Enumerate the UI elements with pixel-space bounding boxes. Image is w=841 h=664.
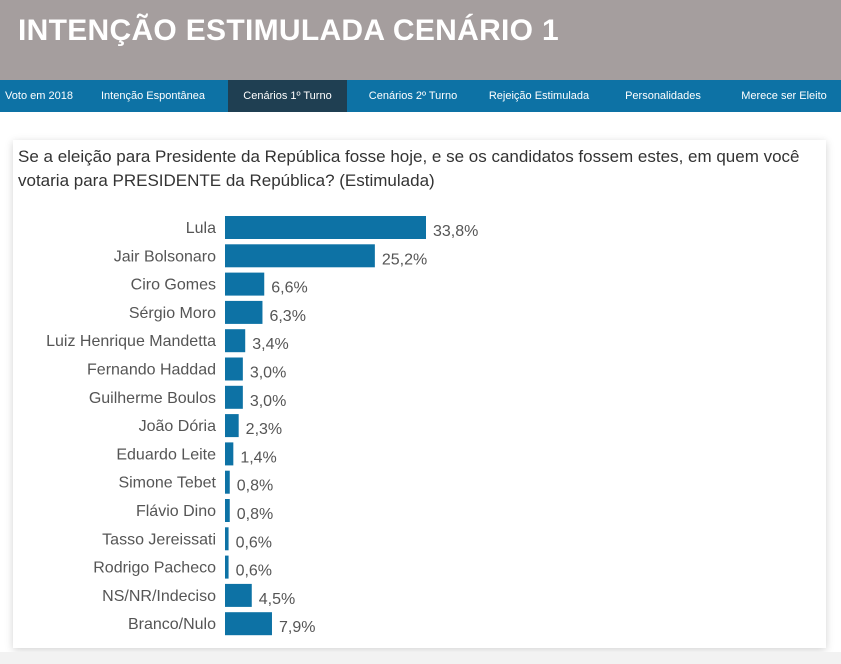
category-label: Luiz Henrique Mandetta — [46, 333, 216, 350]
bar — [225, 442, 234, 466]
nav-bar: Voto em 2018 Intenção Espontânea Cenário… — [0, 80, 841, 112]
data-label: 4,5% — [259, 591, 295, 608]
bottom-strip — [0, 652, 841, 664]
bar — [225, 216, 426, 239]
bar — [225, 555, 229, 579]
data-label: 33,8% — [433, 223, 478, 240]
data-label: 2,3% — [246, 421, 282, 438]
survey-question: Se a eleição para Presidente da Repúblic… — [18, 147, 800, 190]
data-label: 0,8% — [237, 506, 273, 523]
page-header: INTENÇÃO ESTIMULADA CENÁRIO 1 — [0, 0, 841, 80]
data-label: 3,4% — [252, 336, 288, 353]
category-label: Flávio Dino — [136, 503, 216, 520]
bar — [225, 300, 263, 324]
category-label: Fernando Haddad — [87, 362, 216, 379]
category-label: Branco/Nulo — [128, 616, 216, 633]
data-label: 0,8% — [237, 478, 273, 495]
bar — [225, 385, 243, 409]
bar — [225, 329, 246, 353]
bar — [225, 470, 230, 494]
category-label: NS/NR/Indeciso — [102, 588, 216, 605]
bar — [225, 583, 252, 607]
data-label: 1,4% — [240, 449, 276, 466]
data-label: 3,0% — [250, 393, 286, 410]
data-label: 7,9% — [279, 619, 315, 636]
category-label: João Dória — [139, 418, 216, 435]
data-label: 0,6% — [236, 534, 272, 551]
category-label: Tasso Jereissati — [102, 531, 216, 548]
bar — [225, 272, 265, 296]
bar — [225, 612, 272, 636]
category-label: Ciro Gomes — [131, 277, 216, 294]
data-label: 6,3% — [269, 308, 305, 325]
data-label: 6,6% — [271, 280, 307, 297]
data-label: 25,2% — [382, 251, 427, 268]
bar — [225, 527, 229, 551]
category-label: Guilherme Boulos — [89, 390, 216, 407]
category-label: Jair Bolsonaro — [114, 248, 216, 265]
data-label: 0,6% — [236, 563, 272, 580]
category-label: Simone Tebet — [118, 475, 216, 492]
bar — [225, 499, 230, 522]
tab-cenarios-2-turno[interactable]: Cenários 2º Turno — [368, 90, 458, 102]
bar — [225, 244, 375, 268]
category-label: Sérgio Moro — [129, 305, 216, 322]
category-label: Rodrigo Pacheco — [93, 560, 216, 577]
tab-voto-2018[interactable]: Voto em 2018 — [5, 90, 73, 102]
category-label: Lula — [186, 220, 216, 237]
tab-rejeicao-estimulada[interactable]: Rejeição Estimulada — [488, 90, 590, 102]
tab-intencao-espontanea[interactable]: Intenção Espontânea — [101, 90, 205, 102]
bar — [225, 357, 243, 381]
data-label: 3,0% — [250, 365, 286, 382]
tab-cenarios-1-turno[interactable]: Cenários 1º Turno — [228, 80, 347, 112]
tab-personalidades[interactable]: Personalidades — [625, 90, 701, 102]
bar — [225, 414, 239, 438]
page-title: INTENÇÃO ESTIMULADA CENÁRIO 1 — [18, 14, 559, 47]
category-label: Eduardo Leite — [116, 446, 216, 463]
tab-merece-ser-eleito[interactable]: Merece ser Eleito — [741, 90, 827, 102]
